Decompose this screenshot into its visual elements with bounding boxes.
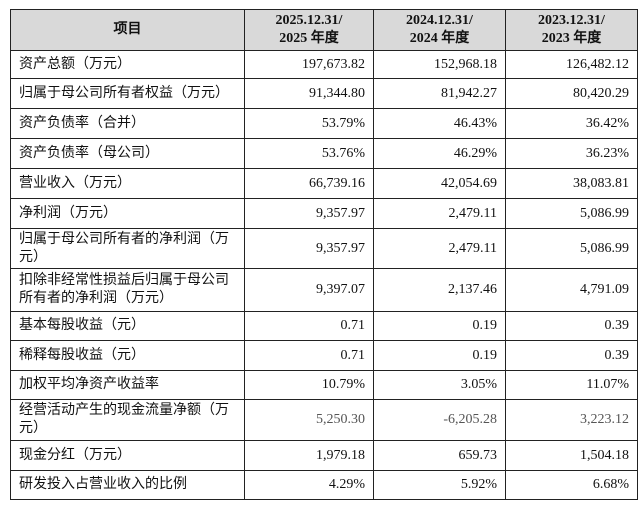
- financial-table: 项目 2025.12.31/ 2025 年度 2024.12.31/ 2024 年度…: [10, 9, 638, 500]
- row-label: 资产负债率（母公司）: [10, 138, 245, 169]
- row-label: 归属于母公司所有者的净利润（万元）: [10, 228, 245, 269]
- table-row: 净利润（万元） 9,357.97 2,479.11 5,086.99: [10, 198, 638, 229]
- value-cell: 0.71: [244, 311, 374, 341]
- value-cell: 5.92%: [373, 470, 506, 500]
- row-label: 资产负债率（合并）: [10, 108, 245, 139]
- value-cell: 9,397.07: [244, 268, 374, 312]
- value-cell: 66,739.16: [244, 168, 374, 199]
- value-cell: 3,223.12: [505, 399, 638, 441]
- value-cell: 5,086.99: [505, 228, 638, 269]
- value-cell: 91,344.80: [244, 78, 374, 109]
- value-cell: 152,968.18: [373, 50, 506, 79]
- value-cell: 0.19: [373, 311, 506, 341]
- table-row: 扣除非经常性损益后归属于母公司所有者的净利润（万元） 9,397.07 2,137.…: [10, 268, 638, 312]
- table-row: 研发投入占营业收入的比例 4.29% 5.92% 6.68%: [10, 470, 638, 500]
- value-cell: 42,054.69: [373, 168, 506, 199]
- value-cell: 0.19: [373, 340, 506, 371]
- row-label: 经营活动产生的现金流量净额（万元）: [10, 399, 245, 441]
- row-label: 净利润（万元）: [10, 198, 245, 229]
- value-cell: 126,482.12: [505, 50, 638, 79]
- value-cell: 5,250.30: [244, 399, 374, 441]
- value-cell: 5,086.99: [505, 198, 638, 229]
- value-cell: 11.07%: [505, 370, 638, 400]
- row-label: 营业收入（万元）: [10, 168, 245, 199]
- header-cell: 2025.12.31/ 2025 年度: [244, 9, 374, 51]
- table-row: 经营活动产生的现金流量净额（万元） 5,250.30 -6,205.28 3,223.…: [10, 399, 638, 441]
- value-cell: 659.73: [373, 440, 506, 471]
- value-cell: 1,504.18: [505, 440, 638, 471]
- row-label: 现金分红（万元）: [10, 440, 245, 471]
- table-row: 营业收入（万元） 66,739.16 42,054.69 38,083.81: [10, 168, 638, 199]
- value-cell: 6.68%: [505, 470, 638, 500]
- row-label: 研发投入占营业收入的比例: [10, 470, 245, 500]
- header-row: 项目 2025.12.31/ 2025 年度 2024.12.31/ 2024 年度…: [10, 9, 638, 51]
- value-cell: 53.79%: [244, 108, 374, 139]
- value-cell: 197,673.82: [244, 50, 374, 79]
- table-row: 归属于母公司所有者权益（万元） 91,344.80 81,942.27 80,420.…: [10, 78, 638, 109]
- value-cell: 46.29%: [373, 138, 506, 169]
- table-row: 资产负债率（母公司） 53.76% 46.29% 36.23%: [10, 138, 638, 169]
- value-cell: 46.43%: [373, 108, 506, 139]
- value-cell: 38,083.81: [505, 168, 638, 199]
- table-row: 稀释每股收益（元） 0.71 0.19 0.39: [10, 340, 638, 371]
- table-row: 加权平均净资产收益率 10.79% 3.05% 11.07%: [10, 370, 638, 400]
- table-row: 基本每股收益（元） 0.71 0.19 0.39: [10, 311, 638, 341]
- value-cell: 0.39: [505, 311, 638, 341]
- value-cell: 36.23%: [505, 138, 638, 169]
- value-cell: 81,942.27: [373, 78, 506, 109]
- row-label: 归属于母公司所有者权益（万元）: [10, 78, 245, 109]
- value-cell: 2,479.11: [373, 228, 506, 269]
- value-cell: 53.76%: [244, 138, 374, 169]
- header-cell: 2024.12.31/ 2024 年度: [373, 9, 506, 51]
- value-cell: 9,357.97: [244, 228, 374, 269]
- value-cell: 2,479.11: [373, 198, 506, 229]
- value-cell: 1,979.18: [244, 440, 374, 471]
- value-cell: 0.71: [244, 340, 374, 371]
- table-row: 资产总额（万元） 197,673.82 152,968.18 126,482.12: [10, 50, 638, 79]
- header-cell: 项目: [10, 9, 245, 51]
- value-cell: 10.79%: [244, 370, 374, 400]
- table-row: 资产负债率（合并） 53.79% 46.43% 36.42%: [10, 108, 638, 139]
- value-cell: 0.39: [505, 340, 638, 371]
- row-label: 扣除非经常性损益后归属于母公司所有者的净利润（万元）: [10, 268, 245, 312]
- value-cell: 80,420.29: [505, 78, 638, 109]
- row-label: 稀释每股收益（元）: [10, 340, 245, 371]
- value-cell: 2,137.46: [373, 268, 506, 312]
- value-cell: 9,357.97: [244, 198, 374, 229]
- row-label: 基本每股收益（元）: [10, 311, 245, 341]
- value-cell: 36.42%: [505, 108, 638, 139]
- table-row: 现金分红（万元） 1,979.18 659.73 1,504.18: [10, 440, 638, 471]
- header-cell: 2023.12.31/ 2023 年度: [505, 9, 638, 51]
- table-row: 归属于母公司所有者的净利润（万元） 9,357.97 2,479.11 5,086.9…: [10, 228, 638, 269]
- value-cell: -6,205.28: [373, 399, 506, 441]
- row-label: 资产总额（万元）: [10, 50, 245, 79]
- value-cell: 3.05%: [373, 370, 506, 400]
- value-cell: 4,791.09: [505, 268, 638, 312]
- row-label: 加权平均净资产收益率: [10, 370, 245, 400]
- value-cell: 4.29%: [244, 470, 374, 500]
